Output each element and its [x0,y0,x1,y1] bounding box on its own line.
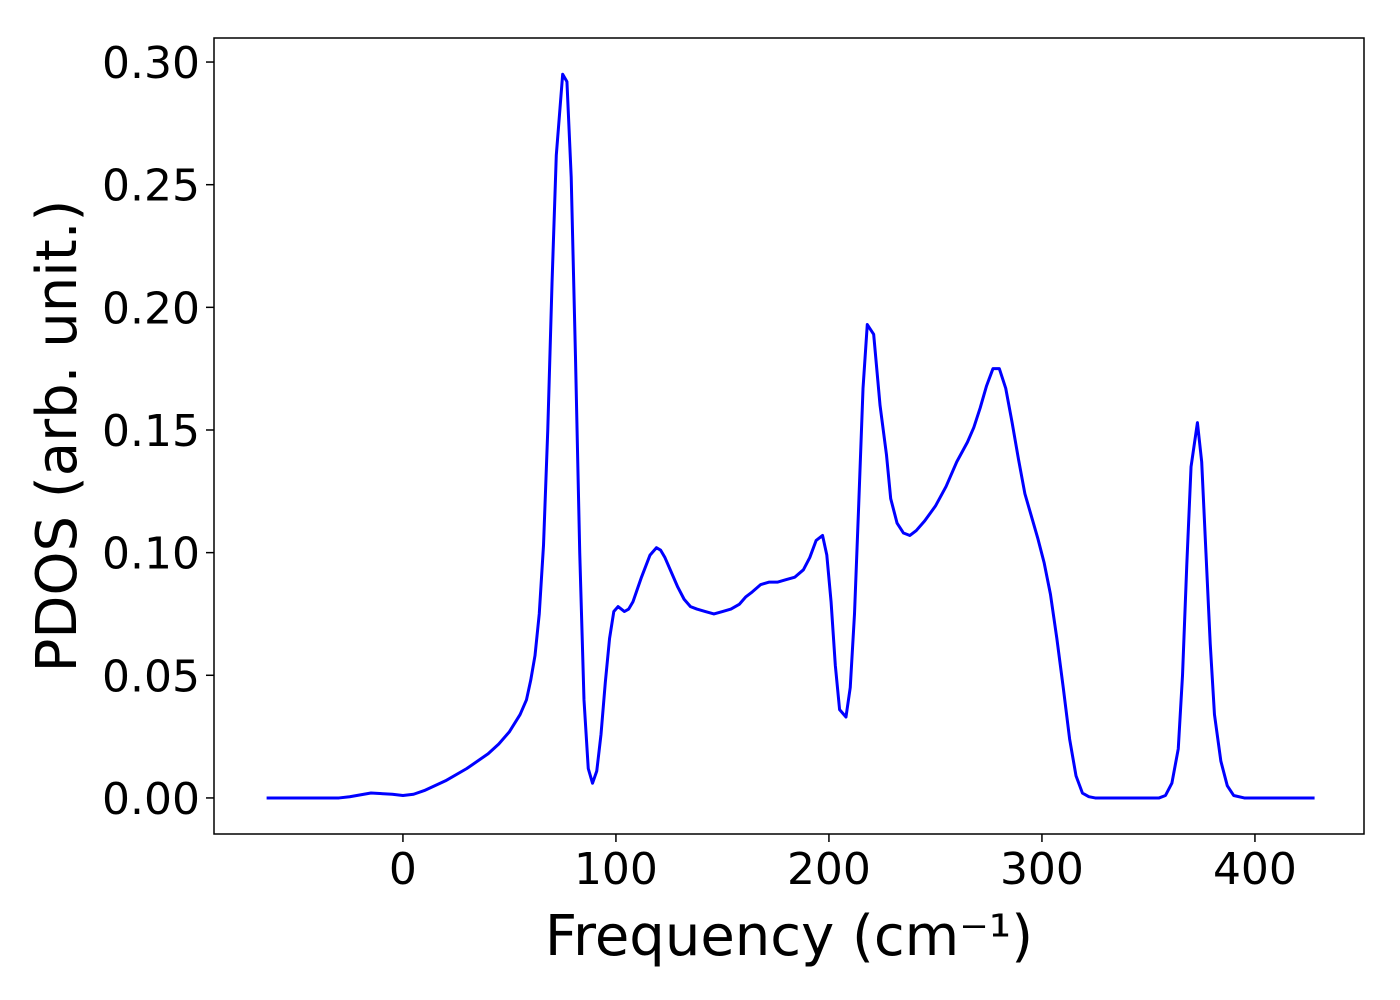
data-line [266,72,1315,800]
y-tick-label: 0.20 [102,283,200,334]
y-axis-label: PDOS (arb. unit.) [25,200,90,673]
plot-frame [213,37,1365,835]
y-tick-label: 0.15 [102,406,200,457]
x-tick-label: 300 [1000,844,1084,895]
x-axis-label: Frequency (cm⁻¹) [545,904,1033,969]
x-tick-label: 0 [389,844,417,895]
x-tick-label: 400 [1213,844,1297,895]
y-tick-label: 0.10 [102,529,200,580]
y-tick-label: 0.25 [102,161,200,212]
x-tick-label: 200 [787,844,871,895]
y-tick-label: 0.30 [102,38,200,89]
x-tick-label: 100 [574,844,658,895]
y-tick-label: 0.05 [102,651,200,702]
y-tick-label: 0.00 [102,774,200,825]
